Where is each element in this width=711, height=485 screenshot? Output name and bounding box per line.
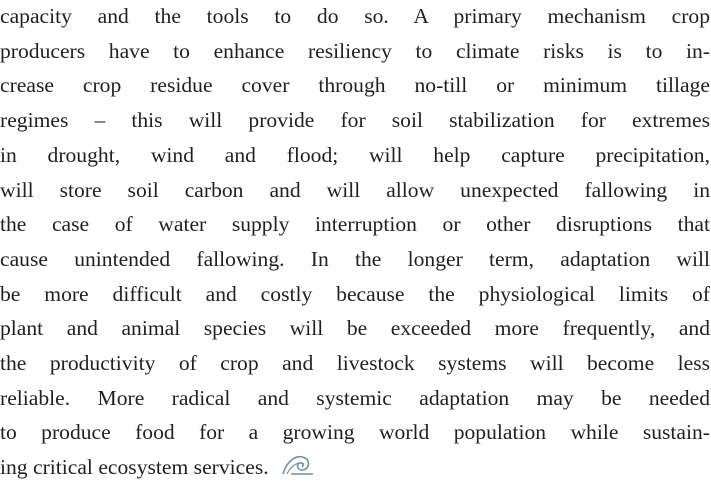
text-line: regimes – this will provide for soil sta…: [0, 108, 710, 133]
end-mark-icon: [282, 456, 313, 475]
text-line: the case of water supply interruption or…: [0, 212, 710, 237]
text-line: plant and animal species will be exceede…: [0, 316, 710, 341]
text-line: cause unintended fallowing. In the longe…: [0, 246, 710, 271]
text-line: producers have to enhance resiliency to …: [0, 38, 710, 63]
text-line: in drought, wind and flood; will help ca…: [0, 142, 710, 167]
text-line: be more difficult and costly because the…: [0, 281, 710, 306]
text-line: crease crop residue cover through no-til…: [0, 73, 710, 98]
text-line: will store soil carbon and will allow un…: [0, 177, 710, 202]
text-line: reliable. More radical and systemic adap…: [0, 385, 710, 410]
text-line: to produce food for a growing world popu…: [0, 420, 710, 445]
text-line: capacity and the tools to do so. A prima…: [0, 4, 710, 28]
text-line: the productivity of crop and livestock s…: [0, 351, 710, 375]
text-line: ing critical ecosystem services.: [0, 455, 269, 480]
